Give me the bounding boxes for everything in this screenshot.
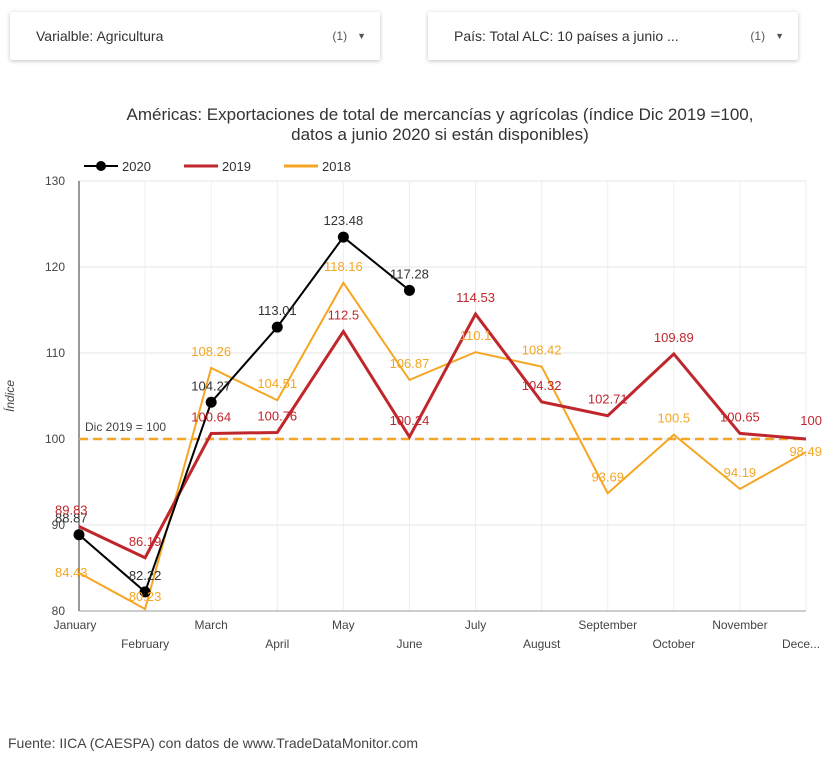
data-point-2020 [337,231,349,243]
x-tick-label: August [523,637,561,651]
country-filter-label: País: [454,28,486,44]
data-point-2020 [73,529,85,541]
data-label-2020: 113.01 [258,303,297,318]
data-label-2018: 80.23 [129,589,162,604]
data-label-2019: 102.71 [588,392,628,407]
data-label-2020: 117.28 [390,266,429,281]
data-label-2018: 108.26 [191,344,231,359]
country-filter-dropdown[interactable]: País: Total ALC: 10 países a junio ... (… [428,12,798,60]
series-line-2018 [78,280,807,611]
data-label-2018: 106.87 [390,356,430,371]
legend-label-2018: 2018 [322,159,351,174]
data-point-2020 [271,321,283,333]
data-label-2019: 89.83 [55,502,88,517]
x-tick-label: January [54,618,97,632]
data-point-2020 [139,586,151,598]
country-filter-count: (1) [750,29,766,43]
chart-title-line: Américas: Exportaciones de total de merc… [127,105,754,124]
data-label-2019: 112.5 [328,308,360,323]
data-label-2019: 100.24 [390,413,430,428]
data-label-2019: 100.65 [720,409,760,424]
x-tick-label: September [578,618,637,632]
legend-marker-2020 [96,161,106,171]
y-axis-label: Índice [2,380,17,412]
line-chart: Américas: Exportaciones de total de merc… [2,105,822,651]
x-tick-label: March [195,618,228,632]
y-tick-label: 80 [52,604,66,618]
y-tick-label: 120 [45,260,65,274]
variable-filter-label: Varialble: [36,28,94,44]
data-label-2019: 100 [800,413,822,428]
data-label-2018: 98.49 [789,444,822,459]
x-tick-label: Dece... [782,637,820,651]
series-line-2020 [78,235,411,594]
variable-filter-dropdown[interactable]: Varialble: Agricultura (1) ▼ [10,12,380,60]
data-label-2019: 114.53 [456,290,495,305]
country-filter-value: Total ALC: 10 países a junio ... [489,28,679,44]
data-label-2020: 82.22 [129,568,162,583]
series-line-2019 [78,311,807,560]
legend-label-2020: 2020 [122,159,151,174]
y-tick-label: 110 [46,346,65,360]
data-label-2019: 100.64 [191,409,231,424]
legend-label-2019: 2019 [222,159,251,174]
x-tick-label: November [712,618,767,632]
data-label-2020: 123.48 [323,213,363,228]
x-tick-label: May [332,618,355,632]
data-label-2018: 100.5 [658,411,691,426]
y-tick-label: 130 [45,174,65,188]
data-label-2018: 94.19 [724,465,757,480]
data-label-2019: 86.19 [129,534,162,549]
y-tick-label: 100 [45,432,65,446]
variable-filter-value: Agricultura [96,28,164,44]
variable-filter-count: (1) [332,29,348,43]
data-label-2018: 108.42 [522,343,562,358]
data-label-2019: 100.76 [257,408,297,423]
data-label-2018: 110.1 [460,328,492,343]
variable-filter-text: Varialble: Agricultura [36,28,326,44]
country-filter-text: País: Total ALC: 10 países a junio ... [454,28,744,44]
source-footer: Fuente: IICA (CAESPA) con datos de www.T… [8,735,419,751]
data-label-2020: 88.87 [55,511,88,526]
data-label-2018: 84.43 [55,565,88,580]
data-label-2020: 104.27 [191,378,231,393]
data-point-2020 [205,396,217,408]
data-label-2019: 109.89 [654,330,694,345]
x-tick-label: July [465,618,486,632]
chevron-down-icon: ▼ [775,31,784,41]
y-tick-label: 90 [52,518,66,532]
x-tick-label: June [396,637,422,651]
data-label-2018: 118.16 [324,259,363,274]
x-tick-label: February [121,637,169,651]
chart-title-line: datos a junio 2020 si están disponibles) [291,125,589,144]
data-label-2018: 104.51 [257,376,297,391]
x-tick-label: October [652,637,695,651]
reference-line-label: Dic 2019 = 100 [85,420,166,434]
data-label-2019: 104.32 [522,378,562,393]
x-tick-label: April [265,637,289,651]
data-point-2020 [403,284,415,296]
chevron-down-icon: ▼ [357,31,366,41]
data-label-2018: 93.69 [591,469,624,484]
